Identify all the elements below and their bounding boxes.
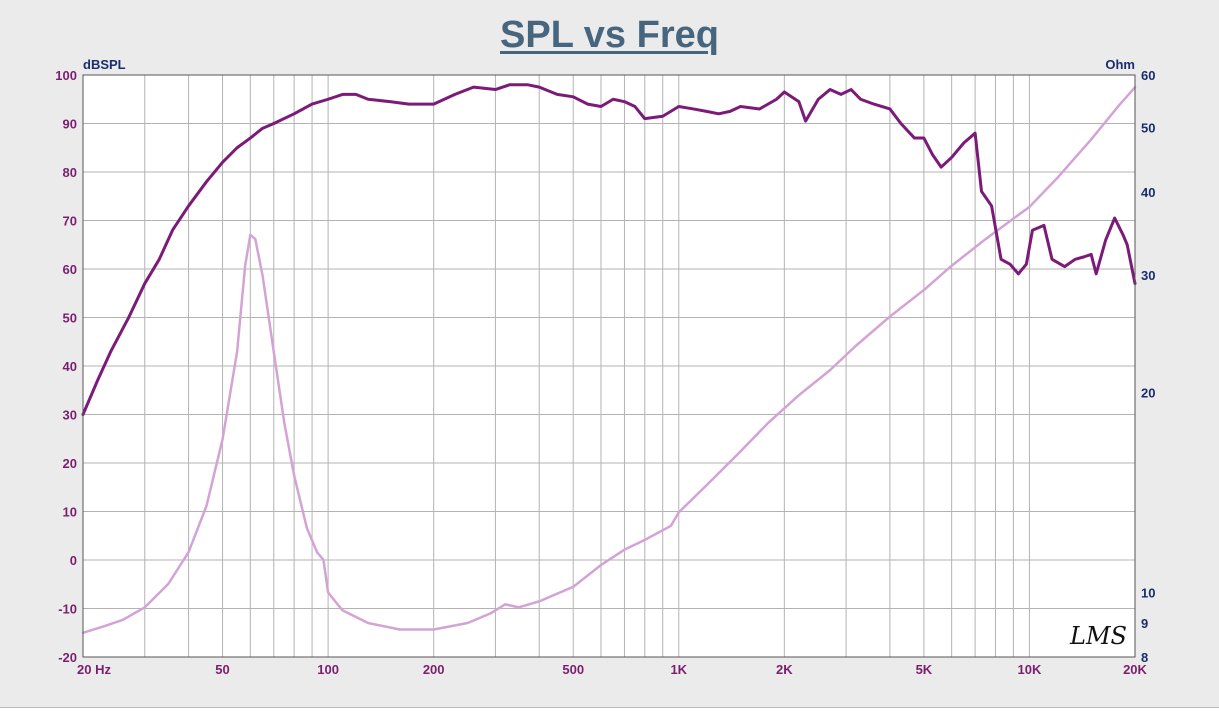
y-left-tick-label: 100 — [55, 68, 77, 83]
y-right-tick-label: 60 — [1141, 68, 1155, 83]
y-right-tick-label: 50 — [1141, 121, 1155, 136]
x-tick-label: 5K — [916, 662, 933, 677]
y-left-tick-label: 70 — [63, 214, 77, 229]
y-right-tick-label: 20 — [1141, 385, 1155, 400]
y-right-unit-label: Ohm — [1105, 57, 1135, 72]
grid-lines — [83, 74, 1136, 658]
spl-curve — [81, 83, 1137, 416]
y-left-tick-label: -10 — [58, 602, 77, 617]
chart-title: SPL vs Freq — [500, 14, 719, 56]
y-left-tick-label: 50 — [63, 311, 77, 326]
impedance-series — [81, 86, 1137, 635]
y-left-tick-label: 10 — [63, 505, 77, 520]
x-tick-label: 20 Hz — [77, 662, 111, 677]
x-tick-label: 100 — [317, 662, 339, 677]
y-left-tick-label: 0 — [70, 553, 77, 568]
y-left-tick-label: 90 — [63, 117, 77, 132]
y-right-tick-label: 40 — [1141, 185, 1155, 200]
y-right-tick-label: 30 — [1141, 268, 1155, 283]
spl-series — [81, 83, 1137, 416]
y-right-tick-label: 10 — [1141, 586, 1155, 601]
y-left-tick-label: 40 — [63, 359, 77, 374]
y-left-tick-label: 60 — [63, 262, 77, 277]
y-left-unit-label: dBSPL — [83, 57, 126, 72]
y-left-tick-label: 80 — [63, 165, 77, 180]
y-left-tick-label: -20 — [58, 650, 77, 665]
impedance-curve — [81, 86, 1137, 635]
x-tick-label: 1K — [670, 662, 687, 677]
plot-border — [82, 74, 1136, 658]
x-tick-label: 500 — [562, 662, 584, 677]
tick-labels: -20 -10 0 10 20 30 40 50 60 70 80 90 100 8 9 10 20 30 40 50… — [55, 68, 1155, 677]
y-right-tick-label: 9 — [1141, 616, 1148, 631]
y-right-tick-label: 8 — [1141, 650, 1148, 665]
lms-watermark: LMS — [1069, 622, 1127, 650]
x-tick-label: 20K — [1123, 662, 1147, 677]
x-tick-label: 200 — [423, 662, 445, 677]
y-left-tick-label: 20 — [63, 456, 77, 471]
x-tick-label: 50 — [215, 662, 229, 677]
x-tick-label: 2K — [776, 662, 793, 677]
bottom-strip — [0, 707, 1219, 714]
y-left-tick-label: 30 — [63, 408, 77, 423]
x-tick-label: 10K — [1018, 662, 1042, 677]
